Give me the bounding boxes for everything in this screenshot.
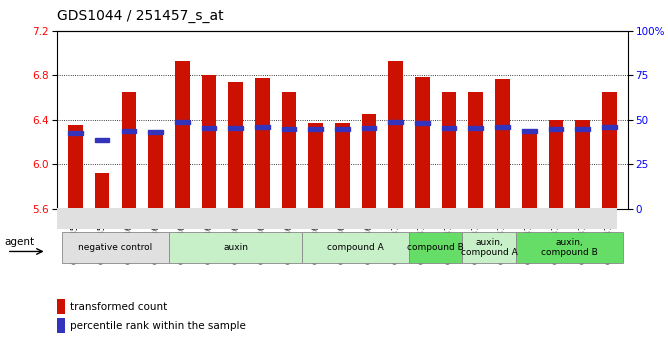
Bar [468, 92, 483, 209]
FancyBboxPatch shape [62, 233, 169, 263]
Bar [522, 130, 536, 209]
Bar [468, 126, 483, 130]
Bar [95, 138, 110, 142]
FancyBboxPatch shape [303, 233, 409, 263]
Bar [122, 92, 136, 209]
Bar [202, 126, 216, 130]
Bar [175, 61, 190, 209]
Bar [68, 126, 83, 209]
Bar [57, 318, 65, 333]
Bar [335, 123, 349, 209]
FancyBboxPatch shape [462, 233, 516, 263]
Bar [575, 120, 590, 209]
Bar [522, 129, 536, 133]
Bar [602, 92, 617, 209]
Bar [361, 114, 376, 209]
Bar [228, 82, 243, 209]
FancyBboxPatch shape [409, 233, 462, 263]
Bar [148, 130, 163, 134]
Text: auxin: auxin [223, 243, 248, 252]
Bar [388, 61, 403, 209]
Bar [57, 299, 65, 314]
Text: auxin,
compound B: auxin, compound B [541, 238, 598, 257]
Bar [495, 125, 510, 128]
Text: transformed count: transformed count [70, 302, 167, 312]
Bar [495, 79, 510, 209]
Bar [442, 126, 456, 130]
Text: compound A: compound A [327, 243, 384, 252]
Text: agent: agent [5, 237, 35, 247]
Bar [442, 92, 456, 209]
Bar [228, 126, 243, 130]
Bar [415, 77, 430, 209]
FancyBboxPatch shape [169, 233, 303, 263]
Bar [335, 127, 349, 131]
Bar [122, 129, 136, 133]
Text: percentile rank within the sample: percentile rank within the sample [70, 321, 246, 331]
Bar [602, 125, 617, 128]
Bar [548, 120, 563, 209]
Bar [361, 126, 376, 130]
Bar [309, 127, 323, 131]
Bar [148, 130, 163, 209]
Text: GDS1044 / 251457_s_at: GDS1044 / 251457_s_at [57, 9, 223, 23]
Bar [309, 123, 323, 209]
Bar [255, 125, 270, 128]
Bar [415, 121, 430, 125]
Bar [95, 173, 110, 209]
Bar [388, 120, 403, 124]
FancyBboxPatch shape [516, 233, 623, 263]
Bar [548, 127, 563, 131]
Bar [255, 78, 270, 209]
Bar [282, 92, 297, 209]
Text: compound B: compound B [407, 243, 464, 252]
Text: negative control: negative control [78, 243, 152, 252]
Bar [575, 127, 590, 131]
Bar [68, 131, 83, 135]
Bar [282, 127, 297, 131]
Text: auxin,
compound A: auxin, compound A [461, 238, 518, 257]
Bar [202, 76, 216, 209]
Bar [175, 120, 190, 124]
